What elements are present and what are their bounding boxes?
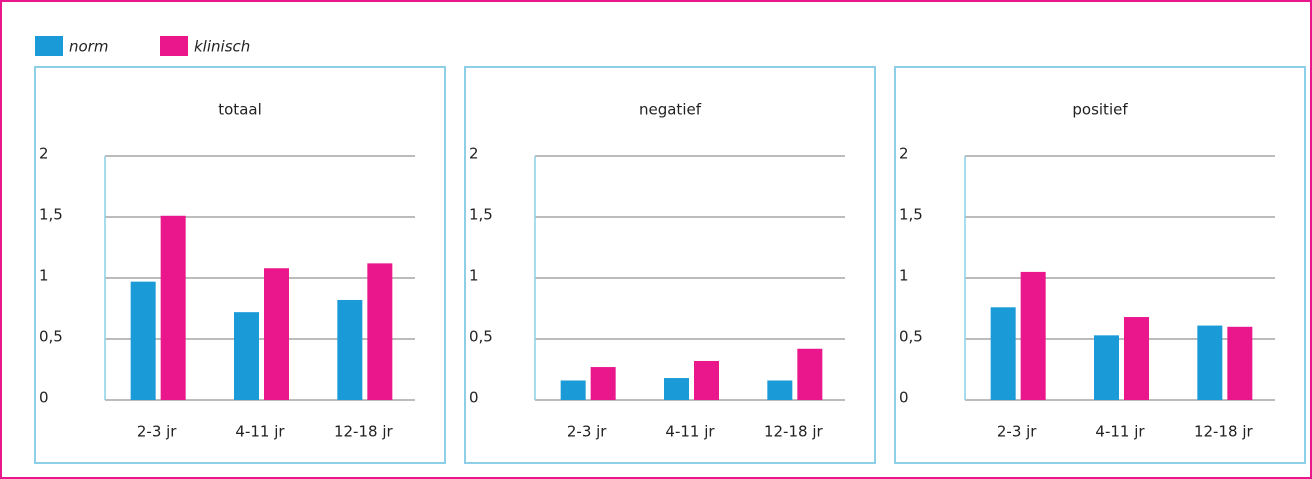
y-tick-label: 2 — [469, 145, 479, 163]
bar — [234, 312, 259, 400]
x-tick-label: 4-11 jr — [235, 423, 285, 441]
bar — [767, 380, 793, 400]
x-tick-label: 12-18 jr — [764, 423, 824, 441]
y-tick-label: 0 — [899, 389, 909, 407]
bar — [694, 360, 719, 400]
chart-title: negatief — [639, 101, 702, 119]
bar — [1094, 335, 1119, 400]
legend-label: klinisch — [194, 38, 250, 56]
legend-swatch — [35, 36, 63, 56]
x-tick-label: 2-3 jr — [997, 423, 1037, 441]
bar — [367, 263, 393, 400]
chart-title: totaal — [218, 101, 262, 119]
bar — [130, 281, 156, 400]
bar — [560, 380, 586, 400]
bar — [590, 367, 616, 400]
chart-title: positief — [1072, 101, 1128, 119]
x-tick-label: 2-3 jr — [137, 423, 177, 441]
x-tick-label: 12-18 jr — [1194, 423, 1254, 441]
y-tick-label: 2 — [39, 145, 49, 163]
y-tick-label: 0,5 — [469, 328, 493, 346]
bar — [664, 378, 689, 400]
bar — [1020, 271, 1046, 400]
bar — [160, 215, 186, 400]
y-tick-label: 0 — [39, 389, 49, 407]
bar — [797, 348, 823, 400]
panel — [894, 66, 1306, 464]
bar — [990, 307, 1016, 400]
y-tick-label: 1,5 — [39, 206, 63, 224]
y-tick-label: 1 — [899, 267, 909, 285]
bar — [1197, 325, 1223, 400]
y-tick-label: 1,5 — [899, 206, 923, 224]
y-tick-label: 1 — [469, 267, 479, 285]
bar — [264, 268, 289, 400]
y-tick-label: 0 — [469, 389, 479, 407]
panel — [464, 66, 876, 464]
x-tick-label: 4-11 jr — [1095, 423, 1145, 441]
bar — [1124, 317, 1149, 400]
legend-swatch — [160, 36, 188, 56]
x-tick-label: 2-3 jr — [567, 423, 607, 441]
y-tick-label: 1,5 — [469, 206, 493, 224]
x-tick-label: 4-11 jr — [665, 423, 715, 441]
y-tick-label: 2 — [899, 145, 909, 163]
panel — [34, 66, 446, 464]
bar — [1227, 326, 1253, 400]
y-tick-label: 0,5 — [39, 328, 63, 346]
y-tick-label: 1 — [39, 267, 49, 285]
x-tick-label: 12-18 jr — [334, 423, 394, 441]
bar — [337, 299, 363, 400]
y-tick-label: 0,5 — [899, 328, 923, 346]
legend-label: norm — [69, 38, 108, 56]
